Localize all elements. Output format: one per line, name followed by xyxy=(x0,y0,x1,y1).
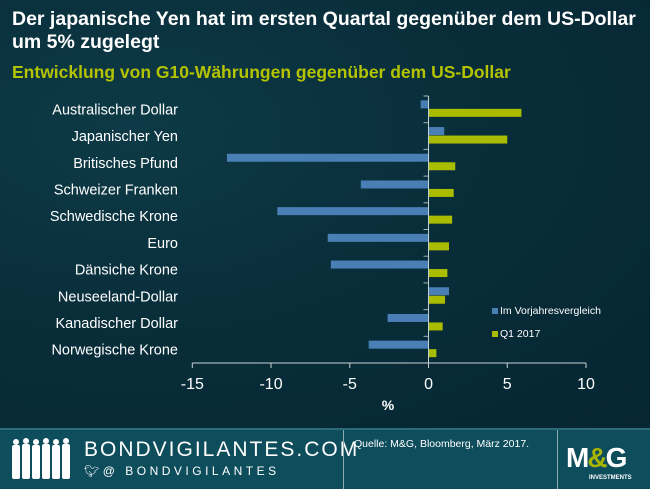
chart-subtitle: Entwicklung von G10-Währungen gegenüber … xyxy=(12,62,511,82)
category-label: Kanadischer Dollar xyxy=(55,316,178,332)
divider xyxy=(343,430,344,489)
legend-label: Im Vorjahresvergleich xyxy=(500,305,601,317)
footer: BONDVIGILANTES.COM 🐦︎@ BONDVIGILANTES Qu… xyxy=(0,428,650,489)
bar-yoy xyxy=(277,207,429,216)
category-label: Neuseeland-Dollar xyxy=(58,289,178,305)
bar-yoy xyxy=(330,260,429,269)
category-label: Australischer Dollar xyxy=(52,102,178,118)
x-tick-label: 0 xyxy=(424,376,433,393)
bar-chart: Australischer Dollar Japanischer Yen Briti… xyxy=(50,95,601,413)
bar-q1 xyxy=(428,135,508,144)
category-label: Euro xyxy=(147,236,178,252)
category-label: Schwedische Krone xyxy=(50,209,178,225)
x-tick-label: -15 xyxy=(181,376,204,393)
legend-swatch xyxy=(492,331,498,337)
bar-yoy xyxy=(327,233,429,242)
bar-q1 xyxy=(428,188,454,197)
bar-q1 xyxy=(428,349,437,358)
category-label: Britisches Pfund xyxy=(73,156,178,172)
bar-yoy xyxy=(387,313,429,322)
bar-yoy xyxy=(428,287,449,296)
bar-q1 xyxy=(428,322,443,331)
bar-yoy xyxy=(368,340,429,349)
brand-link[interactable]: BONDVIGILANTES.COM xyxy=(84,438,360,461)
category-label: Dänsiche Krone xyxy=(75,263,178,279)
logo-subtitle: INVESTMENTS xyxy=(589,475,632,481)
bar-q1 xyxy=(428,108,522,117)
bar-yoy xyxy=(428,127,445,136)
bar-q1 xyxy=(428,215,453,224)
bar-q1 xyxy=(428,269,448,278)
x-tick-label: 5 xyxy=(503,376,512,393)
source-note: Quelle: M&G, Bloomberg, März 2017. xyxy=(354,438,530,450)
bar-yoy xyxy=(226,153,429,162)
bar-yoy xyxy=(420,100,429,109)
bar-q1 xyxy=(428,242,449,251)
twitter-handle[interactable]: 🐦︎@ BONDVIGILANTES xyxy=(84,464,280,478)
legend-swatch xyxy=(492,308,498,314)
x-tick-label: -5 xyxy=(343,376,357,393)
people-silhouette-icon xyxy=(12,438,70,479)
bar-yoy xyxy=(360,180,429,189)
chart-title: Der japanische Yen hat im ersten Quartal… xyxy=(12,8,636,53)
mg-logo: M&G xyxy=(566,442,627,473)
x-tick-label: 10 xyxy=(577,376,595,393)
x-tick-label: -10 xyxy=(259,376,282,393)
bar-q1 xyxy=(428,162,456,171)
legend-label: Q1 2017 xyxy=(500,328,540,340)
bar-q1 xyxy=(428,295,446,304)
twitter-icon: 🐦︎ xyxy=(84,464,103,478)
category-label: Japanischer Yen xyxy=(72,129,178,145)
category-label: Schweizer Franken xyxy=(54,182,178,198)
divider xyxy=(557,430,558,489)
category-label: Norwegische Krone xyxy=(51,343,178,359)
x-axis-label: % xyxy=(382,397,395,413)
